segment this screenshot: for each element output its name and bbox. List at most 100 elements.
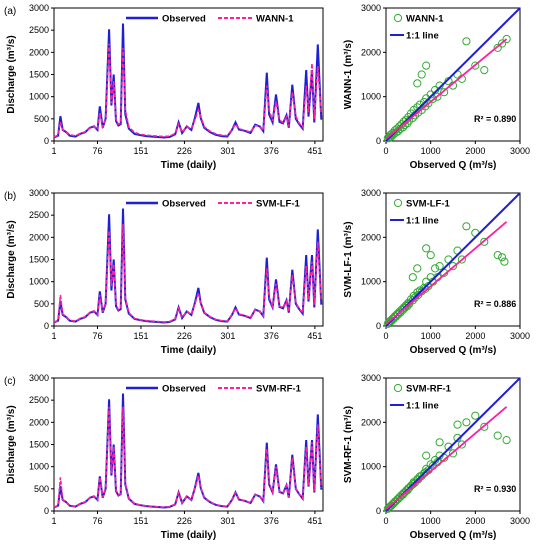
x-tick-label: 3000 (510, 516, 530, 526)
scatter-point (413, 264, 422, 273)
scatter-point (480, 237, 489, 246)
scatter-point (480, 422, 489, 431)
scatter-point (457, 255, 466, 264)
x-tick-label: 76 (92, 331, 102, 341)
model-series-line (53, 223, 323, 323)
y-tick-label: 3000 (361, 188, 381, 198)
y-tick-label: 1000 (361, 462, 381, 472)
scatter-point (408, 273, 417, 282)
timeseries-panel-3: 0 500 1000 1500 2000 2500 3000 1 76 151 226 301 376 4… (4, 373, 324, 541)
scatter-point (493, 43, 502, 53)
y-tick-label: 3000 (29, 373, 49, 383)
x-tick-label: 151 (133, 146, 148, 156)
plot-frame (385, 377, 521, 512)
scatter-point (403, 302, 412, 311)
legend-observed-label: Observed (162, 199, 206, 210)
x-tick-label: 226 (177, 331, 192, 341)
scatter-point (433, 92, 442, 101)
scatter-panel-3: 0 1000 2000 3000 0 1000 2000 3000 SVM-RF-1 1:1 li… (343, 373, 530, 541)
one-to-one-line (385, 192, 521, 327)
legend-points-swatch (393, 198, 403, 208)
scatter-point (480, 66, 489, 75)
x-tick-label: 451 (307, 516, 322, 526)
x-tick-label: 451 (307, 146, 322, 156)
y-axis-title: SVM-LF-1 (m³/s) (343, 221, 354, 297)
y-tick-label: 500 (34, 484, 49, 494)
y-tick-label: 0 (44, 321, 49, 331)
y-tick-label: 1000 (29, 277, 49, 287)
y-tick-label: 3000 (29, 3, 49, 13)
x-axis-title: Time (daily) (161, 345, 216, 356)
plot-frame (53, 377, 324, 512)
x-tick-label: 76 (92, 516, 102, 526)
x-tick-label: 226 (177, 516, 192, 526)
scatter-point (413, 79, 422, 88)
y-tick-label: 0 (376, 321, 381, 331)
x-tick-label: 2000 (465, 331, 485, 341)
one-to-one-line (385, 7, 521, 142)
legend-points-label: WANN-1 (406, 14, 444, 25)
legend-one-to-one-label: 1:1 line (406, 216, 439, 227)
x-tick-label: 2000 (465, 516, 485, 526)
y-tick-label: 0 (376, 136, 381, 146)
x-tick-label: 376 (264, 331, 279, 341)
x-tick-label: 451 (307, 331, 322, 341)
y-axis-title: SVM-RF-1 (m³/s) (343, 406, 354, 483)
scatter-point (386, 130, 395, 139)
y-axis-title: Discharge (m³/s) (6, 405, 17, 483)
y-tick-label: 2500 (29, 25, 49, 35)
scatter-point (502, 34, 511, 44)
x-tick-label: 1 (51, 516, 56, 526)
x-tick-label: 0 (383, 331, 388, 341)
legend-points-swatch (393, 13, 403, 23)
observed-series-line (53, 208, 323, 324)
y-tick-label: 3000 (361, 3, 381, 13)
y-tick-label: 2000 (29, 232, 49, 242)
legend-model-label: SVM-LF-1 (256, 199, 301, 210)
x-tick-label: 301 (220, 516, 235, 526)
legend-one-to-one-label: 1:1 line (406, 31, 439, 42)
plot-frame (385, 7, 521, 142)
scatter-point (431, 264, 440, 273)
x-axis-title: Observed Q (m³/s) (410, 345, 497, 356)
scatter-point (498, 253, 507, 262)
scatter-point (426, 251, 435, 260)
legend-points-swatch (393, 383, 403, 393)
plot-frame (53, 7, 324, 142)
scatter-point (453, 420, 462, 429)
x-tick-label: 151 (133, 516, 148, 526)
y-tick-label: 0 (44, 136, 49, 146)
scatter-point (502, 436, 511, 445)
legend-observed-label: Observed (162, 384, 206, 395)
scatter-point (448, 262, 458, 271)
scatter-point (498, 39, 507, 48)
scatter-point (422, 244, 431, 253)
scatter-point (462, 418, 471, 427)
x-axis-title: Observed Q (m³/s) (410, 160, 497, 171)
scatter-point (388, 128, 397, 138)
scatter-point (457, 440, 466, 449)
x-tick-label: 0 (383, 146, 388, 156)
y-tick-label: 1000 (361, 277, 381, 287)
one-to-one-line (385, 377, 521, 512)
legend-model-label: WANN-1 (256, 14, 294, 25)
x-tick-label: 151 (133, 331, 148, 341)
legend-observed-label: Observed (162, 14, 206, 25)
scatter-point (422, 61, 431, 70)
legend-model-label: SVM-RF-1 (256, 384, 302, 395)
panel-label: (a) (4, 6, 16, 17)
scatter-point (422, 451, 431, 460)
regression-fit-line (385, 38, 508, 140)
scatter-point (440, 88, 449, 97)
y-tick-label: 1000 (29, 462, 49, 472)
scatter-point (417, 70, 426, 79)
model-series-line (53, 406, 323, 509)
x-tick-label: 376 (264, 516, 279, 526)
y-tick-label: 500 (34, 114, 49, 124)
y-tick-label: 2500 (29, 395, 49, 405)
y-axis-title: Discharge (m³/s) (6, 35, 17, 113)
legend-points-label: SVM-LF-1 (406, 199, 451, 210)
x-tick-label: 3000 (510, 331, 530, 341)
x-tick-label: 2000 (465, 146, 485, 156)
